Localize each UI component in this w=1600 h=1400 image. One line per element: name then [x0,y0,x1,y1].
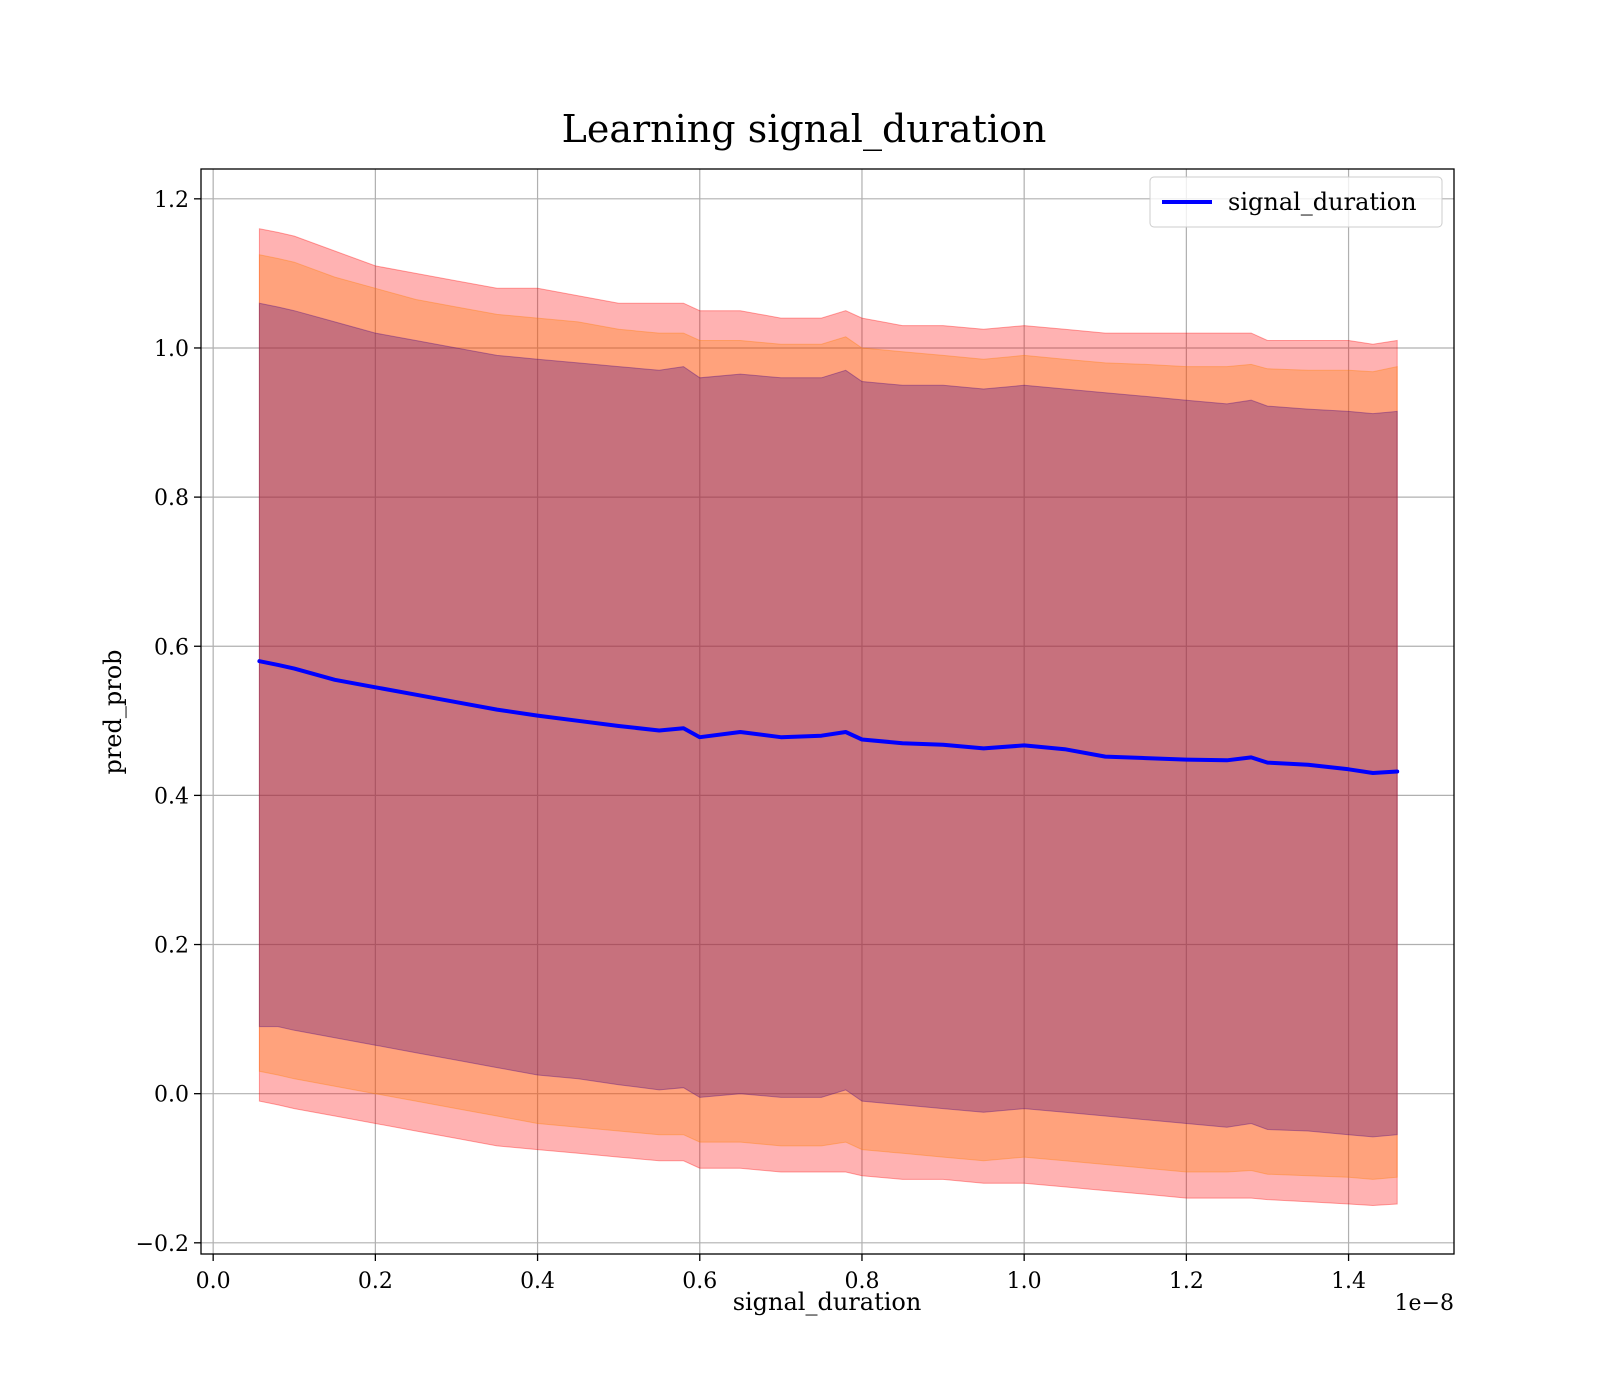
chart-title: Learning signal_duration [562,107,1047,152]
x-tick-label: 1.4 [1331,1269,1366,1294]
confidence-band [258,228,1398,1207]
x-tick-label: 0.4 [520,1269,555,1294]
confidence-band [258,254,1398,1180]
x-tick-label: 0.2 [358,1269,393,1294]
x-tick-label: 0.0 [196,1269,231,1294]
x-tick-label: 0.8 [844,1269,879,1294]
plot-frame [200,168,1455,1255]
series-lines [257,659,1400,775]
grid [201,169,1454,1254]
y-tick-label: 0.0 [154,1083,189,1108]
y-tick-label: −0.2 [136,1232,189,1257]
confidence-bands [258,228,1398,1207]
confidence-band [258,302,1398,1138]
legend-label: signal_duration [1228,188,1417,216]
x-tick-label: 0.6 [682,1269,717,1294]
legend: signal_duration [1149,176,1443,228]
axis-ticks: 0.0 0.2 0.4 0.6 0.8 1.0 1.2 1.4 −0.2 0.0 0.2 0.4 0.6… [136,188,1366,1294]
y-tick-label: 0.8 [154,486,189,511]
x-offset-label: 1e−8 [1395,1291,1454,1316]
legend-box [1149,176,1443,228]
y-tick-label: 0.6 [154,635,189,660]
y-axis-label: pred_prob [99,649,127,774]
y-tick-label: 1.2 [154,188,189,213]
y-tick-label: 0.2 [154,934,189,959]
y-tick-label: 1.0 [154,337,189,362]
series-line [257,659,1400,775]
x-tick-label: 1.0 [1007,1269,1042,1294]
x-axis-label: signal_duration [733,1288,922,1316]
y-tick-label: 0.4 [154,784,189,809]
x-tick-label: 1.2 [1169,1269,1204,1294]
